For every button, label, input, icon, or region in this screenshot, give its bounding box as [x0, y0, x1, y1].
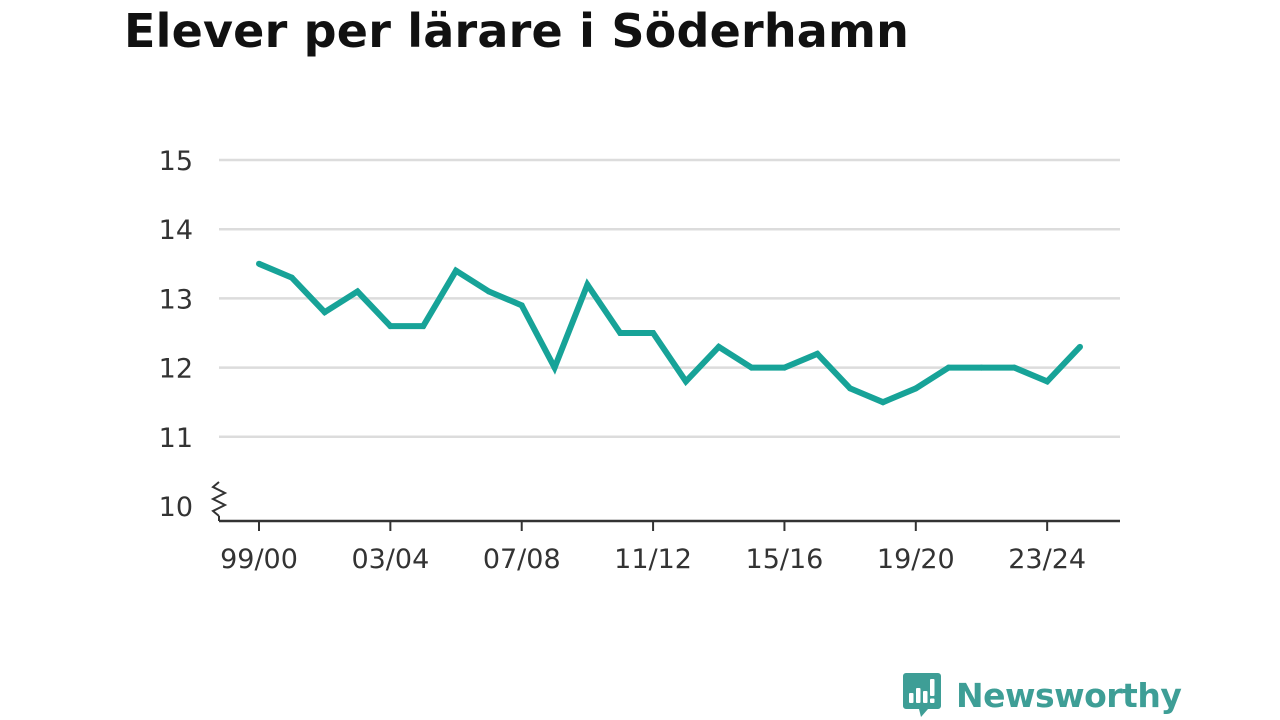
data-point [288, 274, 295, 281]
data-point [387, 323, 394, 330]
data-point [879, 399, 886, 406]
x-tick-label: 07/08 [483, 544, 561, 575]
y-axis-break [210, 481, 228, 517]
brand-name: Newsworthy [956, 675, 1182, 715]
data-point [453, 267, 460, 274]
y-tick-label: 12 [159, 354, 193, 385]
newsworthy-logo-icon [903, 673, 941, 717]
gridlines [219, 158, 1120, 439]
x-tick-label: 03/04 [351, 544, 429, 575]
data-point [321, 309, 328, 316]
y-tick-label: 13 [159, 284, 193, 315]
data-point [650, 330, 657, 336]
data-point [912, 385, 919, 392]
tick-labels: 10 11 12 13 14 15 99/00 03/04 07/08 11/12 15/16 19/… [159, 146, 1086, 575]
data-point [1077, 343, 1083, 350]
y-tick-label: 10 [159, 492, 193, 523]
x-tick-label: 15/16 [746, 544, 824, 575]
data-point [420, 323, 427, 330]
data-point [256, 260, 262, 267]
chart-title: Elever per lärare i Söderhamn [124, 4, 910, 58]
data-point [617, 330, 624, 336]
data-point [518, 302, 525, 309]
data-point [682, 378, 689, 385]
data-point [551, 364, 558, 371]
x-tick-label: 19/20 [877, 544, 955, 575]
data-point [485, 288, 492, 295]
data-point [748, 364, 755, 371]
y-tick-label: 15 [159, 146, 193, 177]
data-point [814, 350, 821, 357]
series-layer [256, 260, 1083, 406]
y-tick-label: 11 [159, 423, 193, 454]
y-tick-label: 14 [159, 215, 193, 246]
data-point [945, 364, 952, 371]
data-point [354, 288, 361, 295]
data-point [1011, 364, 1018, 371]
axes [210, 481, 1120, 531]
data-point [1044, 378, 1051, 385]
x-tick-label: 11/12 [614, 544, 692, 575]
brand-logo: Newsworthy [902, 670, 1182, 720]
x-tick-label: 99/00 [220, 544, 298, 575]
series-line [257, 261, 1083, 406]
data-point [715, 343, 722, 350]
x-tick-label: 23/24 [1008, 544, 1086, 575]
data-point [978, 364, 985, 371]
data-point [781, 364, 788, 371]
data-point [847, 385, 854, 392]
data-point [584, 281, 591, 288]
